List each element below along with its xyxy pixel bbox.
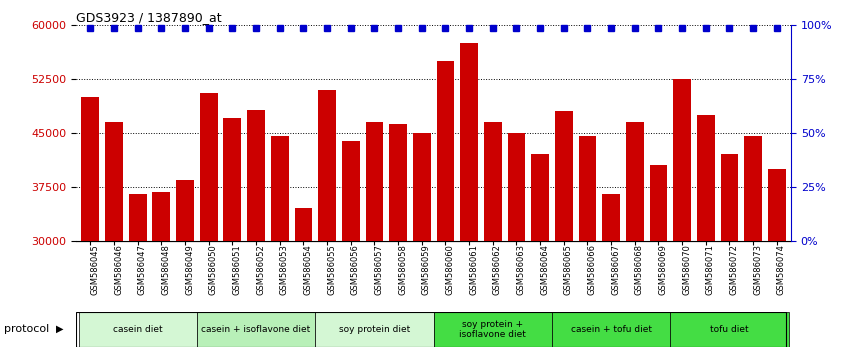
Bar xyxy=(271,136,288,354)
Text: GSM586048: GSM586048 xyxy=(162,244,170,295)
Bar xyxy=(744,136,762,354)
Text: GDS3923 / 1387890_at: GDS3923 / 1387890_at xyxy=(76,11,222,24)
Text: GSM586059: GSM586059 xyxy=(422,244,431,295)
Text: GSM586055: GSM586055 xyxy=(327,244,336,295)
Text: protocol: protocol xyxy=(4,324,49,334)
Text: GSM586052: GSM586052 xyxy=(256,244,265,295)
Text: GSM586073: GSM586073 xyxy=(753,244,762,295)
Text: GSM586053: GSM586053 xyxy=(280,244,288,295)
Bar xyxy=(433,312,552,347)
Bar xyxy=(413,133,431,354)
Bar xyxy=(721,154,739,354)
Bar xyxy=(460,43,478,354)
Bar xyxy=(342,141,360,354)
Bar xyxy=(673,79,691,354)
Text: GSM586051: GSM586051 xyxy=(233,244,241,295)
Text: GSM586057: GSM586057 xyxy=(375,244,383,295)
Bar xyxy=(602,194,620,354)
Text: tofu diet: tofu diet xyxy=(710,325,749,334)
Bar xyxy=(389,124,407,354)
Text: GSM586050: GSM586050 xyxy=(209,244,217,295)
Bar xyxy=(650,165,667,354)
Bar xyxy=(152,192,170,354)
Text: GSM586074: GSM586074 xyxy=(777,244,786,295)
Bar xyxy=(197,312,316,347)
Bar xyxy=(247,110,265,354)
Bar xyxy=(768,169,786,354)
Text: GSM586070: GSM586070 xyxy=(682,244,691,295)
Text: GSM586060: GSM586060 xyxy=(445,244,454,295)
Bar xyxy=(555,111,573,354)
Bar xyxy=(531,154,549,354)
Text: casein diet: casein diet xyxy=(113,325,162,334)
Text: GSM586062: GSM586062 xyxy=(492,244,502,295)
Bar xyxy=(552,312,670,347)
Text: GSM586063: GSM586063 xyxy=(516,244,525,295)
Bar xyxy=(316,312,433,347)
Bar xyxy=(670,312,788,347)
Bar xyxy=(223,118,241,354)
Text: GSM586066: GSM586066 xyxy=(587,244,596,295)
Text: GSM586045: GSM586045 xyxy=(91,244,99,295)
Bar xyxy=(484,122,502,354)
Text: casein + tofu diet: casein + tofu diet xyxy=(570,325,651,334)
Text: GSM586067: GSM586067 xyxy=(611,244,620,295)
Text: GSM586065: GSM586065 xyxy=(563,244,573,295)
Text: casein + isoflavone diet: casein + isoflavone diet xyxy=(201,325,310,334)
Text: GSM586056: GSM586056 xyxy=(351,244,360,295)
Bar xyxy=(79,312,197,347)
Text: GSM586046: GSM586046 xyxy=(114,244,123,295)
Text: GSM586071: GSM586071 xyxy=(706,244,715,295)
Bar xyxy=(437,61,454,354)
Bar xyxy=(579,136,596,354)
Bar xyxy=(176,179,194,354)
Text: ▶: ▶ xyxy=(56,324,63,334)
Text: soy protein +
isoflavone diet: soy protein + isoflavone diet xyxy=(459,320,526,339)
Text: GSM586047: GSM586047 xyxy=(138,244,146,295)
Text: GSM586049: GSM586049 xyxy=(185,244,194,295)
Text: GSM586064: GSM586064 xyxy=(540,244,549,295)
Bar xyxy=(105,122,123,354)
Bar xyxy=(508,133,525,354)
Bar xyxy=(365,122,383,354)
Bar xyxy=(626,122,644,354)
Text: GSM586069: GSM586069 xyxy=(658,244,667,295)
Text: GSM586061: GSM586061 xyxy=(469,244,478,295)
Bar xyxy=(697,115,715,354)
Bar xyxy=(318,90,336,354)
Bar xyxy=(200,93,217,354)
Text: GSM586054: GSM586054 xyxy=(304,244,312,295)
Text: soy protein diet: soy protein diet xyxy=(338,325,410,334)
Bar xyxy=(129,194,146,354)
Bar xyxy=(294,208,312,354)
Bar xyxy=(81,97,99,354)
Text: GSM586058: GSM586058 xyxy=(398,244,407,295)
Text: GSM586072: GSM586072 xyxy=(729,244,739,295)
Text: GSM586068: GSM586068 xyxy=(634,244,644,295)
